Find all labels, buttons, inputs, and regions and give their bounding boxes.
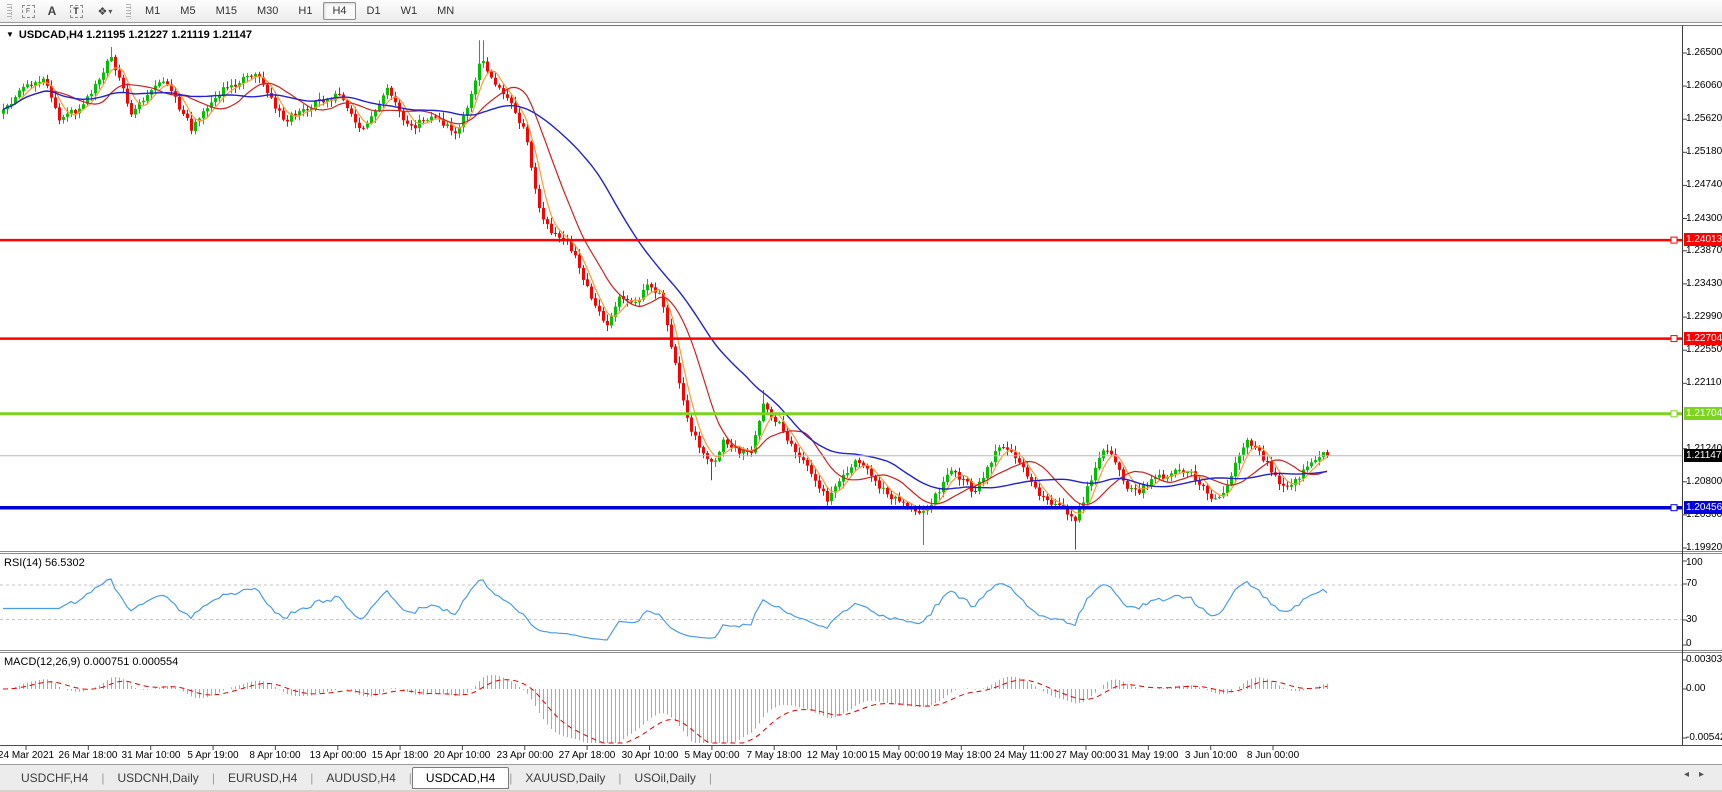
ma-mid-line: [2, 82, 1328, 506]
arrows-tool-icon: ❖: [97, 5, 108, 18]
timeframe-button-group: M1 M5 M15 M30 H1 H4 D1 W1 MN: [135, 2, 464, 20]
macd-pane[interactable]: [0, 654, 1682, 745]
line-anchor-marker[interactable]: [1670, 335, 1678, 343]
tab-usdcad-h4[interactable]: USDCAD,H4: [411, 767, 510, 789]
line-anchor-marker[interactable]: [1670, 236, 1678, 244]
timeframe-button-m30[interactable]: M30: [256, 5, 279, 17]
chart-frame-icon: F: [21, 4, 35, 18]
timeframe-button-h4[interactable]: H4: [323, 2, 356, 20]
ma-fast-line: [2, 66, 1328, 514]
timeframe-button-mn[interactable]: MN: [437, 5, 455, 17]
window-bottom-strip: [0, 790, 1722, 792]
tab-separator: |: [310, 770, 314, 785]
tab-separator: |: [211, 770, 215, 785]
arrows-tool-button[interactable]: ❖ ▾: [89, 1, 121, 21]
main-chart-pane[interactable]: [0, 26, 1682, 551]
toolbar-grip[interactable]: [7, 3, 12, 19]
arrows-dropdown-icon[interactable]: ▾: [108, 6, 113, 16]
tab-scrollers: ◂▸: [1684, 769, 1714, 780]
timeframe-button-d1[interactable]: D1: [366, 5, 381, 17]
tab-separator: |: [509, 770, 513, 785]
text-label-tool-button[interactable]: T: [65, 1, 87, 21]
tab-scroll-left-icon[interactable]: ◂: [1683, 769, 1699, 780]
tab-xauusd-daily[interactable]: XAUUSD,Daily: [525, 770, 606, 785]
timeframe-button-h1[interactable]: H1: [298, 5, 313, 17]
text-tool-icon: A: [47, 4, 57, 18]
ma-slow-line: [2, 90, 1328, 490]
candlestick-series: [2, 40, 1329, 550]
text-label-icon: T: [69, 4, 83, 18]
rsi-line: [3, 578, 1328, 641]
timeframe-button-w1[interactable]: W1: [400, 5, 418, 17]
tab-scroll-right-icon[interactable]: ▸: [1698, 769, 1714, 780]
tab-audusd-h4[interactable]: AUDUSD,H4: [326, 770, 396, 785]
tab-eurusd-h4[interactable]: EURUSD,H4: [227, 770, 298, 785]
line-anchor-marker[interactable]: [1670, 504, 1678, 512]
chart-frame-tool-button[interactable]: F: [17, 1, 39, 21]
text-tool-button[interactable]: A: [41, 1, 63, 21]
symbol-tabs: USDCHF,H4 | USDCNH,Daily | EURUSD,H4 | AUDUSD,…: [8, 766, 712, 789]
timeframe-button-m5[interactable]: M5: [180, 5, 196, 17]
top-toolbar: F A T ❖ ▾ M1 M5 M15 M30 H1 H4 D1 W1 MN: [0, 0, 1722, 23]
tab-separator: |: [408, 770, 412, 785]
tab-usdcnh-daily[interactable]: USDCNH,Daily: [117, 770, 199, 785]
timeframe-button-m15[interactable]: M15: [215, 5, 237, 17]
rsi-pane[interactable]: [0, 555, 1682, 650]
tab-usoil-daily[interactable]: USOil,Daily: [634, 770, 696, 785]
symbol-tab-bar: USDCHF,H4 | USDCNH,Daily | EURUSD,H4 | AUDUSD,…: [0, 764, 1722, 790]
tab-separator: |: [101, 770, 105, 785]
tab-separator: |: [708, 770, 712, 785]
timeframe-button-m1[interactable]: M1: [145, 5, 161, 17]
tab-separator: |: [618, 770, 622, 785]
toolbar-grip[interactable]: [126, 3, 131, 19]
tab-usdchf-h4[interactable]: USDCHF,H4: [21, 770, 89, 785]
line-anchor-marker[interactable]: [1670, 410, 1678, 418]
macd-signal-line: [2, 679, 1328, 744]
